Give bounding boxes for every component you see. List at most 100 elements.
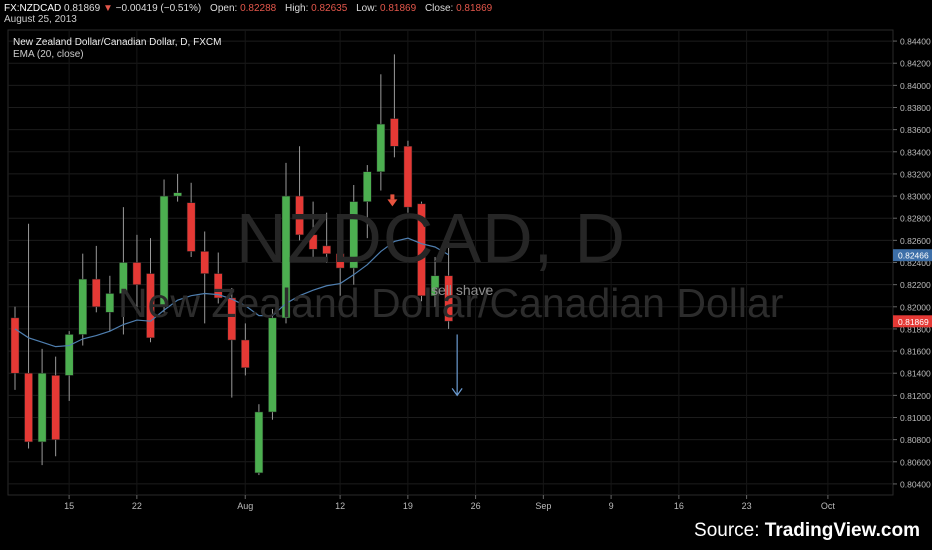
y-tick-label: 0.81800 [900, 324, 931, 334]
candle-up [363, 171, 372, 202]
watermark-symbol: NZDCAD, D [236, 199, 627, 277]
annotation-text: sell shave [431, 282, 494, 298]
y-tick-label: 0.82400 [900, 258, 931, 268]
ema-price-tag-text: 0.82466 [898, 251, 929, 261]
change-arrow-icon: ▼ [102, 3, 113, 14]
candle-up [64, 334, 74, 376]
y-tick-label: 0.82800 [900, 214, 931, 224]
candle-down [24, 372, 33, 443]
candle-down [186, 202, 196, 252]
candle-down [444, 275, 453, 322]
candle-down [322, 245, 331, 254]
x-tick-label: 22 [132, 501, 142, 511]
last-price-tag-text: 0.81869 [898, 317, 929, 327]
low-value: 0.81869 [380, 3, 417, 14]
candle-down [227, 297, 237, 341]
candle-up [268, 317, 277, 413]
candles [10, 54, 453, 476]
change-value: −0.00419 (−0.51%) [115, 3, 202, 14]
high-value: 0.82635 [311, 3, 348, 14]
y-tick-label: 0.83800 [900, 103, 931, 113]
header-bar: FX:NZDCAD 0.81869 ▼ −0.00419 (−0.51%) Op… [4, 3, 492, 14]
candle-down [417, 203, 426, 296]
y-tick-label: 0.84000 [900, 81, 931, 91]
candle-down [335, 253, 345, 269]
x-grid [68, 30, 829, 495]
annotations [387, 194, 463, 397]
x-tick-label: 12 [335, 501, 345, 511]
y-tick-label: 0.84400 [900, 37, 931, 47]
candle-down [295, 195, 304, 236]
price-tags: 0.82466 0.81869 [893, 249, 932, 328]
y-tick-label: 0.81000 [900, 413, 931, 423]
projection-arrow-icon [451, 388, 463, 397]
y-tick-label: 0.82200 [900, 280, 931, 290]
sell-signal-arrow-icon [387, 199, 398, 207]
candle-down [132, 262, 142, 285]
candle-down [200, 251, 209, 274]
close-label: Close: [424, 3, 454, 14]
y-tick-label: 0.81600 [900, 347, 931, 357]
candle-down [403, 146, 413, 208]
source-credit: Source: TradingView.com [694, 520, 920, 542]
y-tick-label: 0.81200 [900, 391, 931, 401]
candle-up [173, 192, 182, 197]
x-tick-label: 15 [64, 501, 74, 511]
candle-up [430, 275, 440, 296]
open-label: Open: [210, 3, 238, 14]
y-tick-label: 0.83000 [900, 192, 931, 202]
y-tick-label: 0.84200 [900, 59, 931, 69]
candle-down [92, 278, 101, 308]
y-tick-label: 0.82600 [900, 236, 931, 246]
high-label: High: [285, 3, 309, 14]
watermark-name: New Zealand Dollar/Canadian Dollar [118, 280, 784, 326]
x-tick-label: 23 [742, 501, 752, 511]
candle-down [241, 339, 250, 368]
y-tick-label: 0.81400 [900, 369, 931, 379]
y-tick-label: 0.83400 [900, 147, 931, 157]
x-tick-label: Oct [821, 501, 836, 511]
x-tick-label: Aug [237, 501, 253, 511]
x-tick-label: Sep [535, 501, 551, 511]
indicator-label[interactable]: EMA (20, close) [13, 49, 84, 60]
y-tick-label: 0.80400 [900, 479, 931, 489]
y-tick-label: 0.83200 [900, 169, 931, 179]
sell-signal-arrow-stem [390, 194, 395, 200]
source-brand: TradingView.com [764, 520, 920, 541]
candle-down [10, 317, 20, 374]
candle-up [349, 201, 358, 269]
candle-down [146, 273, 155, 339]
x-tick-label: 16 [674, 501, 684, 511]
candle-down [308, 234, 318, 250]
candle-up [376, 123, 386, 172]
candle-up [105, 293, 115, 313]
x-axis: 15 22 Aug 12 19 26 Sep 9 16 23 Oct [64, 495, 835, 511]
symbol-label[interactable]: FX:NZDCAD [4, 3, 62, 14]
source-prefix: Source: [694, 520, 765, 541]
plot-title: New Zealand Dollar/Canadian Dollar, D, F… [13, 37, 222, 48]
x-tick-label: 19 [403, 501, 413, 511]
header-date: August 25, 2013 [4, 14, 77, 25]
y-tick-label: 0.83600 [900, 125, 931, 135]
low-label: Low: [356, 3, 378, 14]
y-axis: 0.84400 0.84200 0.84000 0.83800 0.83600 0.834… [893, 37, 931, 489]
candle-up [159, 195, 169, 308]
x-tick-label: 9 [609, 501, 614, 511]
y-tick-label: 0.82000 [900, 302, 931, 312]
candle-up [254, 411, 264, 474]
open-value: 0.82288 [240, 3, 277, 14]
candle-down [51, 375, 60, 440]
candle-down [214, 273, 223, 299]
candle-up [37, 372, 47, 443]
candle-down [390, 118, 399, 147]
ema-price-tag [893, 249, 932, 262]
last-price-tag [893, 315, 932, 328]
x-tick-label: 26 [471, 501, 481, 511]
last-price: 0.81869 [64, 3, 101, 14]
candle-up [281, 195, 291, 319]
y-tick-label: 0.80800 [900, 435, 931, 445]
ema-line [14, 237, 449, 348]
candle-up [78, 278, 87, 335]
y-tick-label: 0.80600 [900, 457, 931, 467]
